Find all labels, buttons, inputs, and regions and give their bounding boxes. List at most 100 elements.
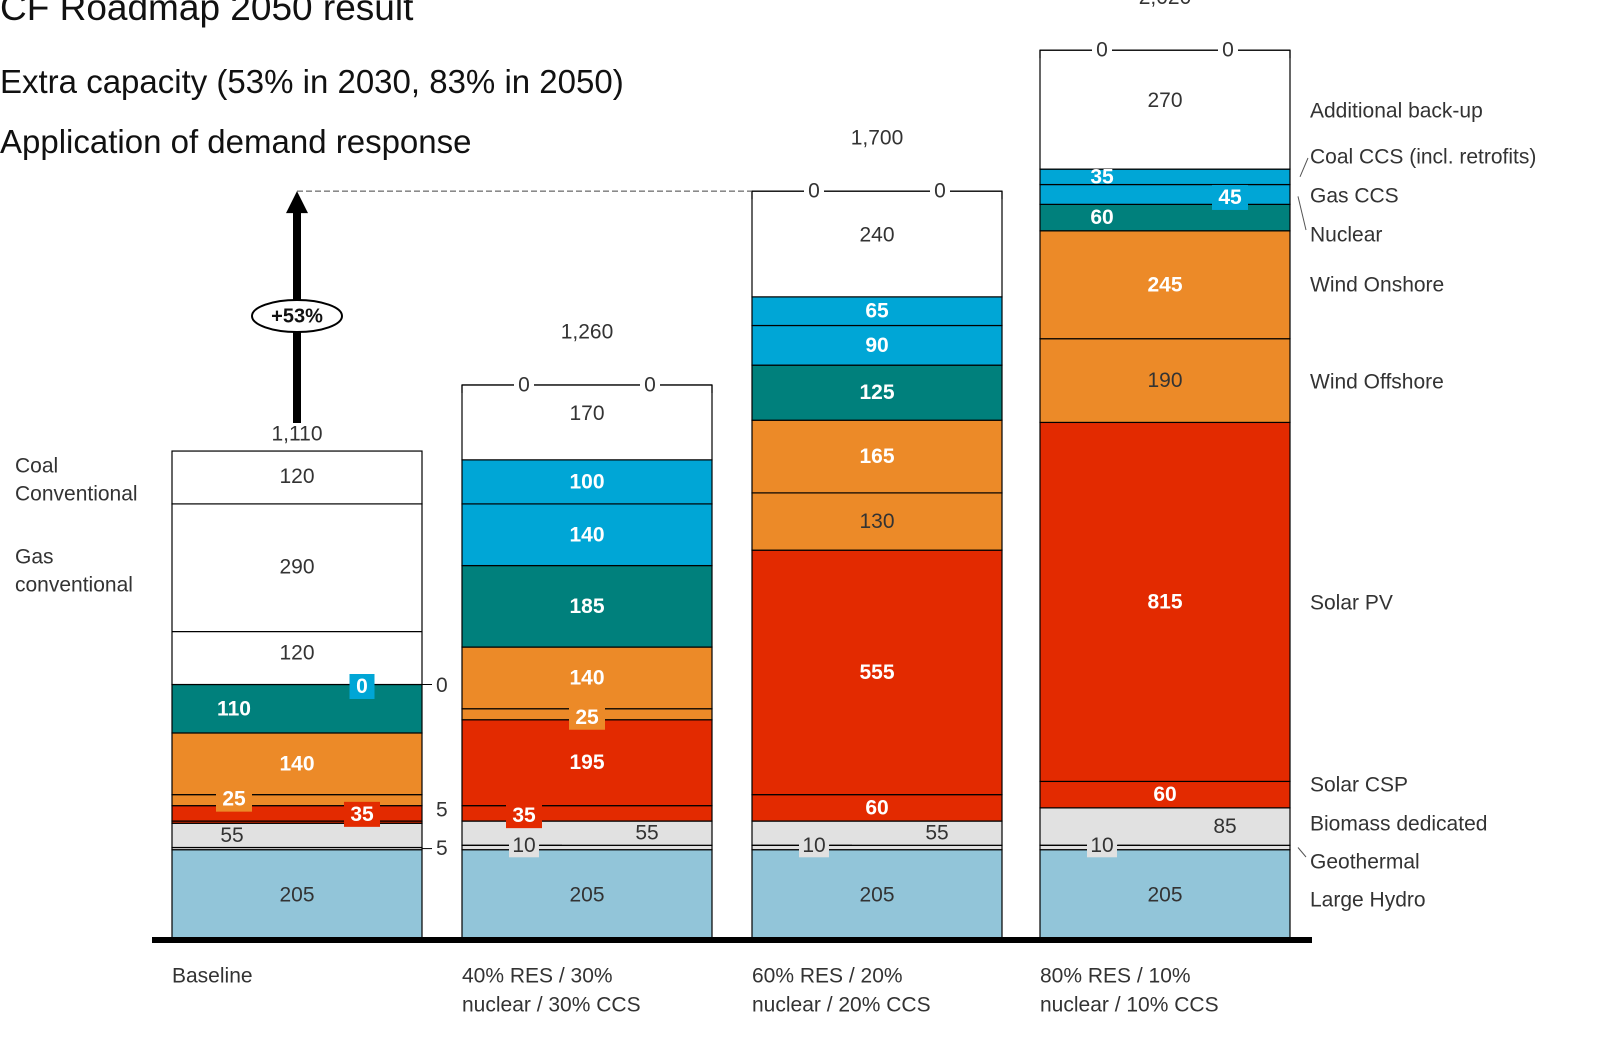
value-label-biomass-dedicated-2: 55 [925,822,948,845]
bar-segment-additional-back-up-2 [751,190,1003,298]
legend-leader-nuclear [1297,196,1307,231]
left-label-gas-0: Gas [15,545,54,568]
value-label-large-hydro-0: 205 [279,883,314,906]
title-block: CF Roadmap 2050 result [0,0,413,28]
value-label-gas-ccs-0-badge [349,674,375,700]
bar-segment-solar-csp-1 [461,805,713,822]
value-label-solar-csp-1-badge [506,803,542,829]
category-label-3-0: 80% RES / 10% [1040,965,1191,988]
legend-label-wind-offshore: Wind Offshore [1310,371,1444,394]
bar-segment-wind-onshore-0 [171,732,423,796]
bar-segment-large-hydro-0 [171,849,423,941]
legend-label-wind-onshore: Wind Onshore [1310,274,1444,297]
value-label-solar-pv-0: 35 [350,803,374,826]
value-label-wind-onshore-2: 165 [859,445,894,468]
value-label-wind-offshore-0: 25 [222,788,246,811]
value-label-geothermal-2-badge [799,833,829,858]
value-label-wind-onshore-3: 245 [1147,273,1182,296]
legend-label-geothermal: Geothermal [1310,851,1420,874]
value-label-wind-offshore-1-badge [569,704,605,730]
bar-segment-solar-pv-3 [1039,421,1291,783]
chart-title: CF Roadmap 2050 result [0,0,414,28]
bar-segment-solar-pv-0 [171,805,423,822]
legend-label-large-hydro: Large Hydro [1310,889,1426,912]
bar-segment-coal-ccs-incl-retrofits-2 [751,296,1003,327]
bar-segment-geothermal-1 [461,844,713,851]
value-label-geothermal-0: 5 [436,837,448,860]
value-label-gas-ccs-3-badge [1212,184,1248,210]
legend-label-additional-back-up: Additional back-up [1310,100,1483,123]
value-label-solar-pv-2: 555 [859,661,894,684]
value-label-solar-pv-0-badge [344,801,380,827]
bar-segment-nuclear-2 [751,364,1003,421]
zero-mask-3-1 [1218,39,1238,62]
value-label-solar-pv-1: 195 [569,751,604,774]
category-label-3-1: nuclear / 10% CCS [1040,994,1219,1017]
zero-mask-2-0 [804,180,824,203]
value-label-biomass-dedicated-0: 55 [220,824,243,847]
bar-segment-wind-onshore-1 [461,646,713,710]
bar-segment-gas-ccs-3 [1039,183,1291,205]
bar-segment-biomass-dedicated-1 [461,820,713,846]
value-label-solar-csp-1: 35 [512,804,536,827]
zero-mask-1-1 [640,373,660,396]
growth-annotation-label: +53% [271,305,323,327]
category-label-1-1: nuclear / 30% CCS [462,994,641,1017]
value-label-wind-onshore-1: 140 [569,666,604,689]
value-label-large-hydro-3: 205 [1147,883,1182,906]
value-label-solar-csp-3: 60 [1153,783,1176,806]
legend-leader-geothermal [1297,847,1307,858]
bar-segment-additional-back-up-3 [1039,49,1291,170]
value-label-coal-ccs-incl-retrofits-1: 100 [569,470,604,493]
bar-segment-large-hydro-3 [1039,849,1291,941]
value-label-biomass-dedicated-3: 85 [1213,815,1236,838]
value-label-large-hydro-1: 205 [569,883,604,906]
bar-segment-nuclear-3 [1039,203,1291,232]
legend-label-biomass-dedicated: Biomass dedicated [1310,813,1487,836]
value-label-nuclear-0: 110 [217,697,251,720]
value-label-geothermal-1-badge [509,833,539,858]
value-label-nuclear-1: 185 [569,595,604,618]
bar-segment-wind-offshore-0 [171,794,423,807]
zero-mask-2-1 [930,180,950,203]
value-label-gas-ccs-0: 0 [356,675,368,698]
left-label-gas-1: conventional [15,573,133,596]
bar-segment-biomass-dedicated-2 [751,820,1003,846]
value-label-geothermal-2: 10 [802,834,825,857]
subtitle-demand-response: Application of demand response [0,123,472,160]
zero-label-1-1: 0 [644,374,656,397]
total-label-0: 1,110 [272,423,323,446]
value-label-additional-back-up-3: 270 [1147,89,1182,112]
value-label-additional-back-up-2: 240 [859,224,894,247]
value-label-solar-csp-0: 5 [436,799,448,822]
value-label-solar-pv-3: 815 [1147,590,1182,613]
value-label-nuclear-2: 125 [859,381,894,404]
growth-arrow-head [286,191,308,214]
left-label-coal-1: Conventional [15,483,138,506]
total-label-1: 1,260 [561,321,614,344]
value-label-wind-offshore-3: 190 [1147,369,1182,392]
value-label-wind-offshore-2: 130 [859,510,894,533]
category-label-2-1: nuclear / 20% CCS [752,994,931,1017]
category-label-2-0: 60% RES / 20% [752,965,903,988]
legend-leader-coal-ccs [1299,157,1309,178]
value-label-geothermal-3-badge [1087,833,1117,858]
value-label-coal-ccs-incl-retrofits-3: 35 [1090,165,1114,188]
value-label-coal-ccs-incl-retrofits-2: 65 [865,300,889,323]
bar-segment-wind-offshore-2 [751,492,1003,551]
bar-segment-biomass-dedicated-3 [1039,807,1291,846]
bar-segment-coal-ccs-incl-retrofits-3 [1039,168,1291,186]
value-label-large-hydro-2: 205 [859,883,894,906]
value-label-additional-back-up-1: 170 [569,402,604,425]
zero-label-2-1: 0 [934,180,946,203]
zero-mask-3-0 [1092,39,1112,62]
bar-segment-geothermal-3 [1039,844,1291,851]
bar-segment-biomass-dedicated-0 [171,822,423,849]
legend-label-solar-csp: Solar CSP [1310,774,1408,797]
category-label-0-0: Baseline [172,965,253,988]
value-label-gas-ccs-1: 140 [569,523,604,546]
value-label-gas-ccs-2: 90 [865,334,888,357]
zero-label-1-0: 0 [518,374,530,397]
value-label-gas-conventional-upper-0: 290 [279,555,314,578]
bar-segment-additional-back-up-1 [461,384,713,461]
